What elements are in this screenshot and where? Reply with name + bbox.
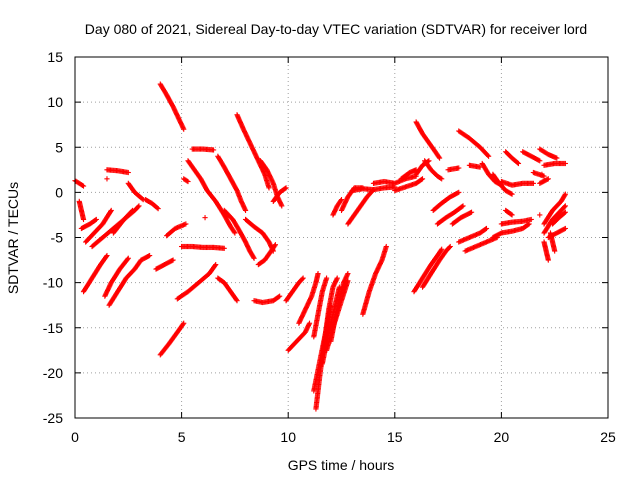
series-track [456,225,490,245]
series-track [157,81,187,132]
series-track [153,257,176,272]
series-track [125,180,146,203]
data-points [72,81,568,412]
series-track [490,221,532,241]
series-track [490,171,515,197]
series-track [296,271,321,326]
series-track [503,207,515,218]
series-track [537,146,560,161]
series-track [106,252,153,308]
series-track [411,246,445,295]
series-track [78,216,99,232]
series-track [537,212,543,218]
x-tick-label: 0 [71,429,79,445]
series-track [251,293,283,306]
series-track [311,275,330,340]
series-track [110,203,142,236]
series-track [541,239,551,263]
tick-labels: 0 5 10 15 20 25 15 10 5 0 -5 -10 -15 -20 -25 [43,49,616,445]
series-track [215,275,240,304]
series-track [434,203,466,227]
series-track [422,158,445,182]
series-track [530,169,547,179]
x-tick-label: 20 [494,429,510,445]
series-track [83,207,114,245]
series-track [185,158,238,236]
series-track [76,198,87,223]
series-track [285,320,313,353]
series-track [164,221,189,239]
series-track [547,230,558,254]
series-track [370,173,419,186]
series-track [419,243,453,290]
series-track [413,119,443,161]
series-track [520,149,543,164]
series-track [142,196,161,212]
y-tick-label: 5 [55,139,63,155]
y-tick-label: -5 [51,230,64,246]
y-tick-label: 15 [47,49,63,65]
x-tick-label: 10 [280,429,296,445]
series-track [104,176,110,182]
series-track [392,176,426,194]
series-track [360,243,389,317]
series-track [537,176,551,186]
series-track [449,209,475,227]
x-tick-label: 15 [387,429,403,445]
series-track [179,243,227,251]
series-track [498,178,536,188]
series-track [541,160,568,168]
series-track [80,252,110,295]
y-tick-label: 0 [55,184,63,200]
y-axis-label: SDTVAR / TECUs [5,182,21,294]
x-tick-label: 25 [600,429,616,445]
series-track [498,216,534,227]
y-tick-label: 10 [47,94,63,110]
series-track [221,207,257,261]
series-track [283,275,306,304]
y-tick-label: -25 [43,410,63,426]
series-track [104,167,131,176]
series-track [549,209,568,227]
y-tick-label: -15 [43,320,63,336]
series-track [541,191,568,227]
series-track [270,185,289,204]
series-track [102,255,131,299]
series-track [430,189,462,214]
y-tick-label: -10 [43,275,63,291]
series-track [181,176,191,185]
series-track [255,242,279,268]
series-track [189,146,217,153]
x-axis-label: GPS time / hours [288,457,395,473]
series-track [541,203,568,236]
series-track [503,149,522,167]
series-track [323,278,351,353]
series-track [466,162,483,170]
series-track [72,178,87,189]
y-tick-label: -20 [43,365,63,381]
series-track [215,153,249,214]
axis-ticks [74,56,609,419]
plot-frame [74,56,609,419]
series-track [174,261,219,302]
series-track [234,112,272,191]
series-track [330,196,345,218]
chart-title: Day 080 of 2021, Sidereal Day-to-day VTE… [85,21,587,37]
series-track [445,165,462,173]
series-track [157,320,187,358]
grid-lines [75,57,608,418]
series-track [456,128,492,159]
series-track [202,215,208,221]
x-tick-label: 5 [178,429,186,445]
